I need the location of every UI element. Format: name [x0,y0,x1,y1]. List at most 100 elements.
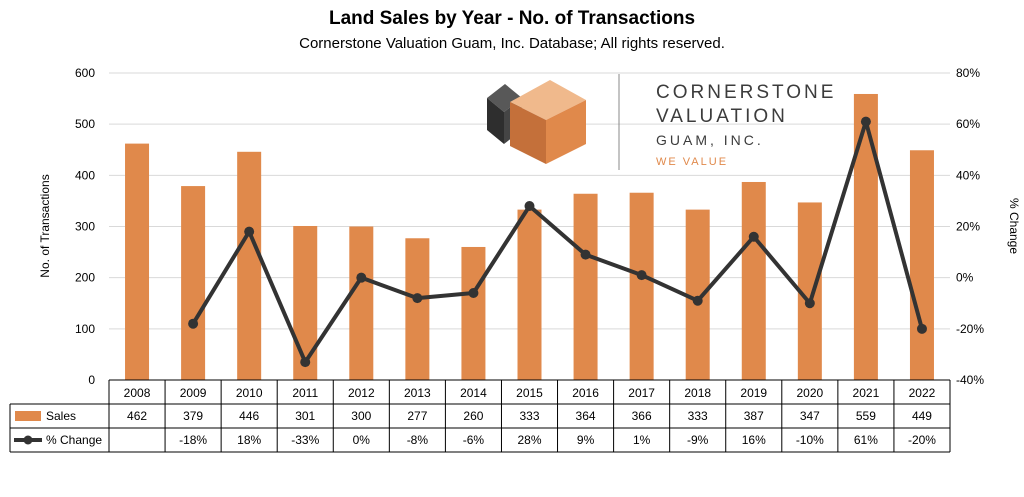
change-cell-2013: -8% [407,433,429,447]
y2-tick-label: 60% [956,117,980,131]
legend-label-change: % Change [46,433,102,447]
line-series [188,116,927,368]
sales-cell-2015: 333 [519,409,539,423]
change-cell-2014: -6% [463,433,485,447]
sales-cell-2017: 366 [632,409,652,423]
x-tick-label: 2013 [404,386,431,400]
bar-2021 [853,93,878,380]
line-point-2009 [188,318,199,329]
change-cell-2021: 61% [854,433,878,447]
line-point-2015 [524,201,535,212]
x-tick-label: 2019 [740,386,767,400]
y2-tick-label: 20% [956,220,980,234]
change-cell-2016: 9% [577,433,595,447]
sales-cell-2012: 300 [351,409,371,423]
legend-key-sales [15,411,41,421]
legend-key-change-marker [23,435,33,445]
logo-block-top [510,80,586,120]
bar-2012 [349,226,374,380]
logo-line3: GUAM, INC. [656,132,764,148]
y-tick-label: 200 [75,271,95,285]
bar-series [125,93,934,380]
bar-2011 [293,225,318,380]
bar-2018 [685,209,710,380]
x-tick-label: 2020 [796,386,823,400]
sales-cell-2021: 559 [856,409,876,423]
line-point-2022 [916,323,927,334]
x-tick-label: 2009 [180,386,207,400]
sales-cell-2011: 301 [295,409,315,423]
sales-cell-2014: 260 [463,409,483,423]
line-point-2016 [580,249,591,260]
sales-cell-2013: 277 [407,409,427,423]
sales-cell-2010: 446 [239,409,259,423]
x-tick-label: 2014 [460,386,487,400]
line-path [191,119,924,365]
change-cell-2019: 16% [742,433,766,447]
sales-cell-2020: 347 [800,409,820,423]
bar-2013 [405,238,430,380]
data-table: 2008 2009 2010 2011 2012 2013 2014 2015 2016 2017… [9,379,951,453]
line-point-2020 [804,298,815,309]
line-point-2010 [244,226,255,237]
chart-subtitle: Cornerstone Valuation Guam, Inc. Databas… [299,35,725,52]
logo-block-right [546,100,586,164]
bar-2008 [125,143,150,380]
change-cell-2017: 1% [633,433,651,447]
sales-cell-2022: 449 [912,409,932,423]
y-axis-title: No. of Transactions [38,174,52,277]
sales-cell-2019: 387 [744,409,764,423]
logo-tagline: WE VALUE [656,156,728,168]
y2-tick-label: 80% [956,66,980,80]
change-cell-2022: -20% [908,433,936,447]
line-point-2018 [692,295,703,306]
line-point-2013 [412,293,423,304]
logo-line2: VALUATION [656,106,788,127]
y2-tick-label: 0% [956,271,974,285]
line-point-2019 [748,231,759,242]
bar-2019 [741,181,766,380]
x-tick-label: 2018 [684,386,711,400]
x-tick-label: 2022 [909,386,936,400]
legend-label-sales: Sales [46,409,76,423]
line-point-2011 [300,357,311,368]
axes: 0 100 200 300 400 500 600 -40% -20% 0% 20% 40% 60% 80… [75,66,984,387]
change-cell-2010: 18% [237,433,261,447]
change-cell-2012: 0% [353,433,371,447]
x-tick-label: 2017 [628,386,655,400]
y-tick-label: 600 [75,66,95,80]
y2-axis-title: % Change [1007,198,1021,254]
y-tick-label: 0 [88,373,95,387]
sales-cell-2016: 364 [576,409,596,423]
y-tick-label: 500 [75,117,95,131]
bar-2009 [181,186,206,380]
change-cell-2018: -9% [687,433,709,447]
x-tick-label: 2016 [572,386,599,400]
change-cell-2020: -10% [796,433,824,447]
logo-line1: CORNERSTONE [656,82,836,103]
bar-2016 [573,193,598,380]
bar-2014 [461,246,486,380]
company-logo: CORNERSTONE VALUATION GUAM, INC. WE VALU… [487,74,836,170]
x-tick-label: 2011 [292,386,318,400]
sales-cell-2009: 379 [183,409,203,423]
bar-2017 [629,192,654,380]
line-point-2012 [356,272,367,283]
y-tick-label: 100 [75,322,95,336]
bar-2015 [517,209,542,380]
logo-cube-top [487,84,522,112]
logo-cube-left [487,98,504,144]
sales-cell-2008: 462 [127,409,147,423]
bar-2010 [237,151,262,380]
x-tick-label: 2021 [853,386,880,400]
sales-cell-2018: 333 [688,409,708,423]
y2-tick-label: 40% [956,168,980,182]
x-tick-label: 2015 [516,386,543,400]
line-point-2021 [860,116,871,127]
y-tick-label: 400 [75,168,95,182]
change-cell-2009: -18% [179,433,207,447]
x-tick-label: 2012 [348,386,375,400]
change-cell-2011: -33% [291,433,319,447]
line-point-2014 [468,288,479,299]
